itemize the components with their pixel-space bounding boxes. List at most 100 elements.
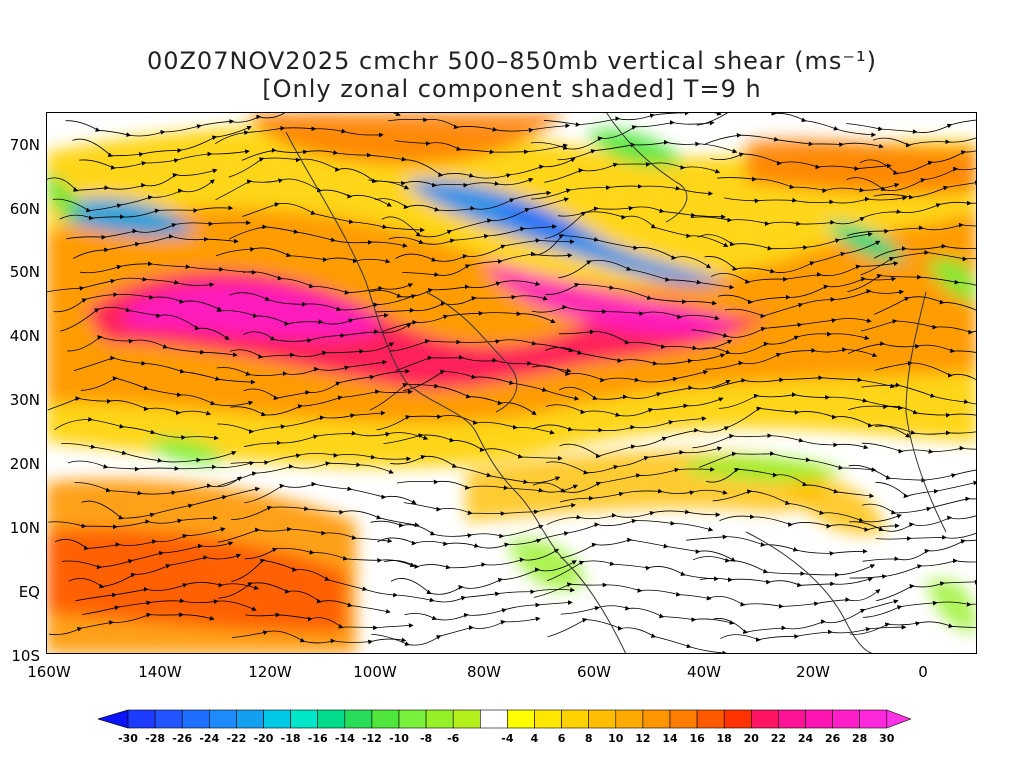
streamline — [47, 396, 212, 416]
streamline — [46, 276, 215, 293]
colorbar-label: 6 — [557, 732, 566, 745]
streamline — [720, 624, 907, 642]
streamline — [531, 234, 712, 269]
streamline — [228, 112, 401, 123]
colorbar-cell — [561, 709, 590, 729]
colorbar-label: 24 — [797, 732, 814, 745]
streamline — [402, 251, 573, 277]
streamline — [218, 582, 391, 614]
colorbar-cell — [317, 709, 346, 729]
streamline — [849, 621, 977, 638]
lon-label: 20W — [796, 663, 830, 681]
streamline — [397, 587, 575, 603]
streamline — [692, 433, 869, 450]
streamline — [849, 558, 977, 579]
streamline — [546, 560, 719, 582]
streamline — [60, 307, 230, 341]
colorbar-cell — [154, 709, 183, 729]
colorbar-cell — [127, 709, 156, 729]
colorbar-cell — [642, 709, 671, 729]
streamline — [848, 404, 977, 420]
streamline — [874, 360, 977, 388]
streamline — [215, 178, 392, 207]
streamline — [544, 162, 721, 183]
streamline — [718, 392, 903, 411]
streamline — [217, 526, 393, 544]
streamline — [547, 617, 728, 654]
streamline — [724, 288, 905, 319]
map-border — [46, 112, 977, 654]
lat-label: EQ — [18, 583, 40, 601]
streamline — [241, 147, 407, 162]
lon-label: 160W — [27, 663, 71, 681]
streamline — [82, 598, 257, 615]
colorbar-label: 16 — [689, 732, 705, 745]
streamline — [698, 331, 870, 355]
streamline — [217, 410, 386, 434]
streamline — [558, 259, 735, 290]
streamline — [530, 120, 715, 150]
streamline — [231, 505, 420, 528]
streamline — [545, 397, 724, 417]
streamline — [242, 271, 414, 295]
streamline — [215, 247, 391, 264]
streamline — [396, 354, 572, 373]
streamline — [79, 149, 250, 170]
streamline — [862, 600, 977, 620]
streamline — [217, 461, 394, 487]
streamline — [81, 486, 261, 520]
colorbar-label: 18 — [716, 732, 732, 745]
coastlines — [285, 112, 947, 654]
streamline — [696, 112, 877, 138]
streamline — [860, 318, 977, 341]
colorbar-label: 26 — [824, 732, 841, 745]
streamline — [876, 579, 977, 602]
colorbar-cell — [425, 709, 454, 729]
streamline — [703, 132, 884, 149]
colorbar-label: -12 — [361, 732, 382, 745]
streamline — [559, 488, 728, 503]
lat-label: 50N — [9, 263, 40, 281]
streamline — [375, 294, 549, 313]
colorbar-label: -18 — [280, 732, 301, 745]
colorbar-cell — [452, 709, 481, 729]
streamline — [79, 261, 257, 275]
colorbar-label: 20 — [743, 732, 759, 745]
colorbar-cell — [669, 709, 698, 729]
streamline — [66, 220, 251, 240]
colorbar-cell — [209, 709, 237, 729]
lon-label: 80W — [467, 663, 501, 681]
streamline — [847, 273, 977, 303]
streamline — [710, 152, 892, 172]
colorbar-label: -6 — [447, 732, 460, 745]
colorbar-cell — [290, 709, 319, 729]
streamline — [52, 179, 215, 213]
colorbar-label: -20 — [253, 732, 274, 745]
streamline — [545, 347, 726, 366]
streamline — [531, 184, 714, 200]
lon-label: 100W — [353, 663, 397, 681]
colorbar — [98, 709, 912, 729]
streamline — [402, 369, 580, 401]
lat-label: 10S — [11, 647, 40, 665]
colorbar-cell — [263, 709, 291, 729]
colorbar-label: 4 — [530, 732, 539, 745]
streamline — [725, 406, 911, 438]
colorbar-cell — [236, 709, 264, 729]
streamline — [532, 466, 715, 493]
colorbar-cell — [750, 709, 779, 729]
streamline — [691, 318, 872, 338]
streamline — [546, 509, 721, 526]
streamline — [545, 282, 717, 306]
colorbar-cell — [696, 709, 725, 729]
lon-label: 140W — [138, 663, 182, 681]
streamline — [245, 612, 414, 631]
streamlines — [46, 112, 977, 654]
streamline — [229, 292, 416, 312]
streamline — [216, 310, 389, 326]
streamline — [387, 117, 571, 133]
streamline — [692, 556, 876, 578]
colorbar-label: -30 — [118, 732, 138, 745]
streamline — [371, 616, 541, 646]
streamline — [723, 195, 908, 205]
